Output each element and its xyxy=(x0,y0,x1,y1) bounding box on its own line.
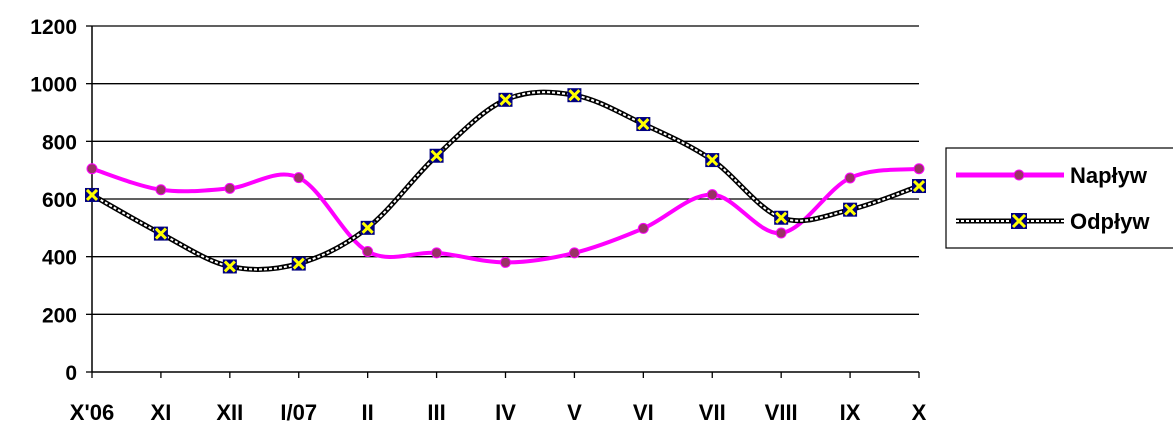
data-point-marker xyxy=(913,163,925,175)
x-tick-label: IX xyxy=(840,400,861,425)
data-point-marker-x xyxy=(844,203,857,216)
legend-box xyxy=(945,147,1173,249)
data-point-marker xyxy=(500,256,511,268)
data-point-marker xyxy=(844,172,856,184)
data-point-marker-x xyxy=(775,211,788,224)
series-line-inner xyxy=(91,91,920,271)
legend-swatch-marker xyxy=(1013,169,1025,181)
data-point-marker-x xyxy=(499,93,512,106)
series-odplyw xyxy=(85,88,926,274)
data-point-marker-x xyxy=(223,260,236,273)
y-tick-labels: 0 200 400 600 800 1000 1200 xyxy=(30,16,77,385)
data-point-marker-x xyxy=(85,188,99,202)
y-tick-label: 200 xyxy=(42,304,77,327)
y-tick-label: 0 xyxy=(65,362,77,385)
legend-label: Napływ xyxy=(1070,163,1148,188)
data-point-marker-x xyxy=(361,221,374,234)
axes xyxy=(86,25,920,378)
x-tick-labels: X'06 XI XII I/07 II III IV V VI VII VIII IX X xyxy=(70,400,927,425)
data-point-marker xyxy=(568,247,580,259)
x-tick-label: VII xyxy=(699,400,726,425)
data-point-marker xyxy=(224,182,236,194)
data-point-marker-x xyxy=(637,117,650,131)
x-tick-label: VIII xyxy=(765,400,798,425)
x-tick-label: X'06 xyxy=(70,400,114,425)
x-tick-label: X xyxy=(912,400,927,425)
data-point-marker xyxy=(431,247,443,259)
data-point-marker xyxy=(155,184,167,196)
y-tick-label: 1200 xyxy=(30,16,77,39)
y-tick-label: 1000 xyxy=(30,74,77,97)
x-tick-label: V xyxy=(567,400,582,425)
series-line xyxy=(91,166,920,265)
data-point-marker xyxy=(637,222,649,234)
series-naplyw xyxy=(86,163,925,268)
series-line xyxy=(90,89,920,272)
data-point-marker-x xyxy=(568,89,581,102)
x-tick-label: IV xyxy=(495,400,516,425)
x-tick-label: I/07 xyxy=(280,400,317,425)
legend-item-napplyw: Napływ xyxy=(956,163,1148,188)
legend: Napływ Odpływ xyxy=(945,147,1173,249)
x-tick-label: III xyxy=(427,400,445,425)
x-tick-label: II xyxy=(362,400,374,425)
data-point-marker-x xyxy=(706,154,719,167)
data-point-marker-x xyxy=(292,257,305,270)
data-point-marker-x xyxy=(912,179,926,193)
y-tick-label: 400 xyxy=(42,247,77,270)
grid-lines xyxy=(92,25,919,315)
y-tick-label: 800 xyxy=(42,131,77,154)
data-point-marker xyxy=(86,163,98,175)
data-point-marker xyxy=(362,245,374,257)
legend-item-odplyw: Odpływ xyxy=(956,209,1150,234)
data-point-marker xyxy=(293,172,305,184)
data-point-marker-x xyxy=(154,227,167,240)
legend-swatch-marker-x xyxy=(1011,213,1027,229)
series-layer xyxy=(85,88,926,274)
data-point-marker xyxy=(706,189,718,201)
legend-label: Odpływ xyxy=(1070,209,1150,234)
data-point-marker xyxy=(775,227,787,239)
data-point-marker-x xyxy=(430,149,443,162)
x-tick-label: VI xyxy=(633,400,654,425)
x-tick-label: XII xyxy=(216,400,243,425)
x-tick-label: XI xyxy=(151,400,172,425)
y-tick-label: 600 xyxy=(42,189,77,212)
